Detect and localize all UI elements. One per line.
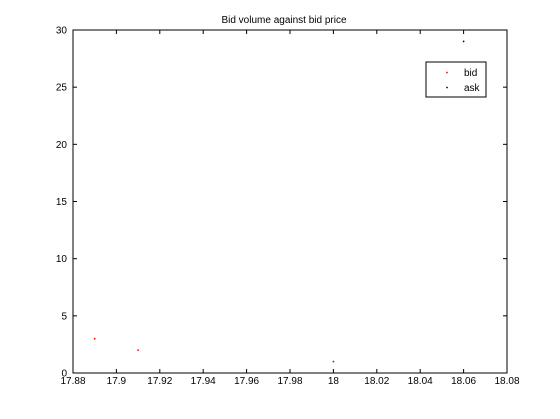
data-points — [93, 40, 465, 363]
legend-box — [425, 61, 487, 98]
y-tick-label: 5 — [61, 311, 67, 322]
data-point-bid — [93, 337, 96, 340]
legend-label-ask: ask — [464, 83, 481, 94]
legend-marker-ask — [446, 86, 448, 89]
chart-title: Bid volume against bid price — [221, 15, 347, 26]
y-tick-label: 10 — [56, 254, 68, 265]
y-tick-label: 30 — [56, 26, 68, 37]
y-tick-label: 20 — [56, 140, 68, 151]
x-tick-label: 17.96 — [234, 376, 259, 387]
x-tick-label: 18 — [328, 376, 340, 387]
x-tick-label: 18.06 — [451, 376, 476, 387]
y-axis: 0 5 10 15 20 25 30 — [56, 26, 507, 380]
legend-label-bid: bid — [464, 68, 477, 79]
data-point-ask — [462, 40, 465, 43]
x-tick-label: 18.08 — [494, 376, 519, 387]
y-tick-label: 25 — [56, 83, 68, 94]
legend-marker-bid — [446, 71, 448, 74]
x-tick-label: 17.98 — [277, 376, 302, 387]
data-point-bid — [332, 360, 335, 363]
x-tick-label: 17.88 — [60, 376, 85, 387]
x-tick-label: 18.02 — [364, 376, 389, 387]
x-tick-label: 17.92 — [147, 376, 172, 387]
y-tick-label: 15 — [56, 197, 68, 208]
y-tick-label: 0 — [61, 369, 67, 380]
x-axis: 17.88 17.9 17.92 17.94 17.96 17.98 18 18.02 18.0… — [60, 30, 520, 387]
data-point-bid — [137, 349, 140, 352]
x-tick-label: 18.04 — [408, 376, 433, 387]
legend: bid ask — [425, 61, 487, 98]
x-tick-label: 17.94 — [191, 376, 216, 387]
x-tick-label: 17.9 — [107, 376, 127, 387]
